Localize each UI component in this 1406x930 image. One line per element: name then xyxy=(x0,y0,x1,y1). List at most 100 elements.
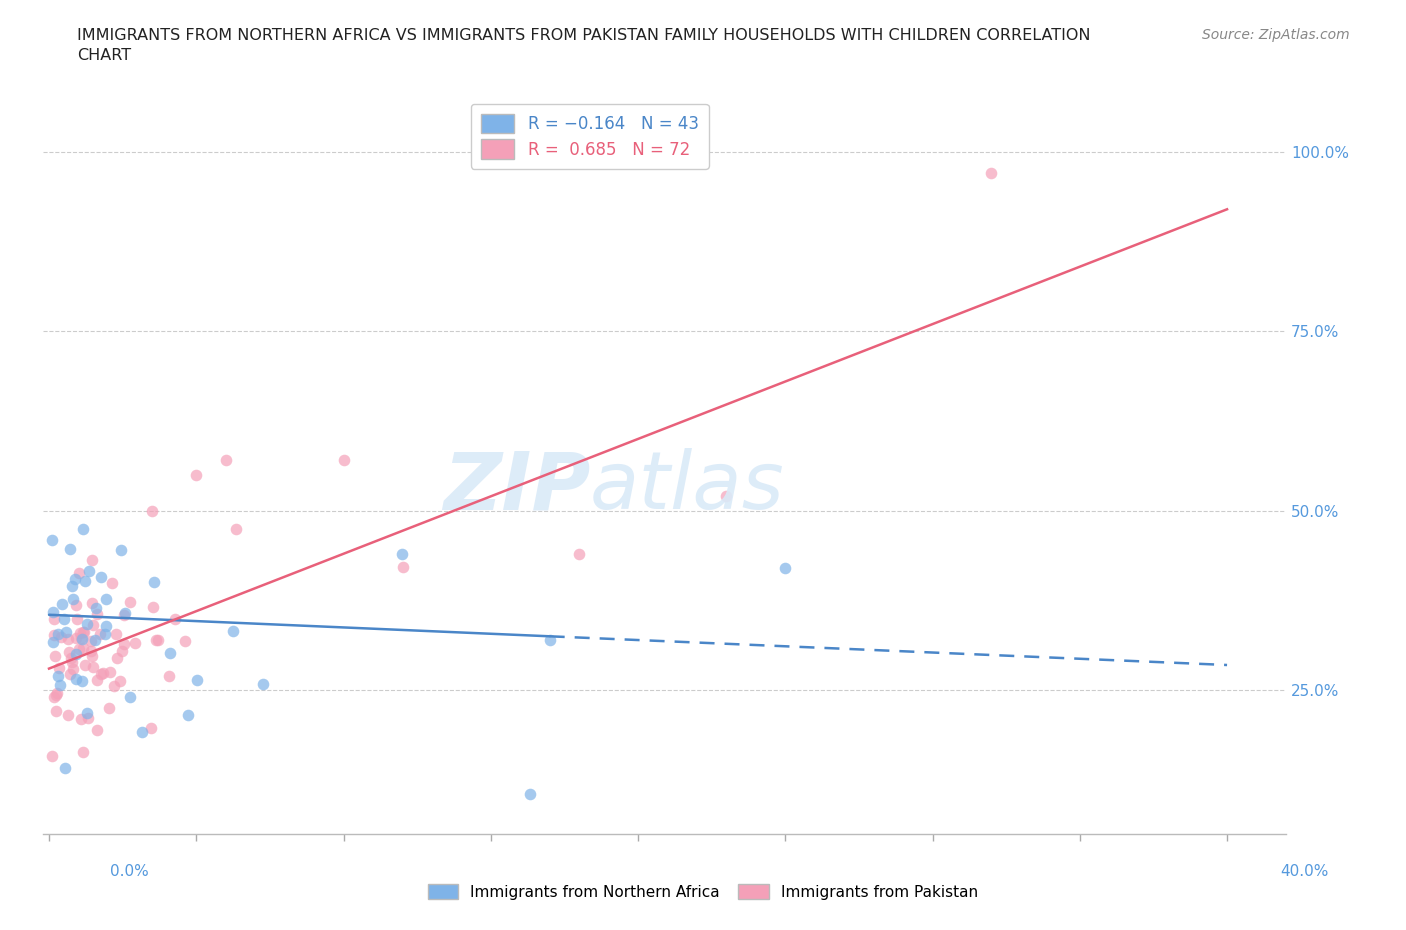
Point xyxy=(94,591,117,606)
Point xyxy=(60,579,83,594)
Point xyxy=(114,605,136,620)
Point xyxy=(69,625,91,640)
Point xyxy=(142,600,165,615)
Point xyxy=(391,546,413,561)
Point xyxy=(42,690,65,705)
Point xyxy=(94,619,117,634)
Point xyxy=(86,672,108,687)
Point xyxy=(73,625,96,640)
Point xyxy=(72,625,94,640)
Point xyxy=(538,632,561,647)
Point xyxy=(44,649,66,664)
Point xyxy=(46,669,69,684)
Point xyxy=(775,561,797,576)
Point xyxy=(89,627,111,642)
Point xyxy=(98,665,121,680)
Point xyxy=(108,673,131,688)
Point xyxy=(72,744,94,759)
Point xyxy=(392,560,415,575)
Point xyxy=(332,453,354,468)
Text: IMMIGRANTS FROM NORTHERN AFRICA VS IMMIGRANTS FROM PAKISTAN FAMILY HOUSEHOLDS WI: IMMIGRANTS FROM NORTHERN AFRICA VS IMMIG… xyxy=(77,28,1091,43)
Point xyxy=(141,721,163,736)
Point xyxy=(67,642,90,657)
Point xyxy=(111,644,134,658)
Point xyxy=(124,635,146,650)
Point xyxy=(41,533,63,548)
Point xyxy=(86,723,108,737)
Point xyxy=(72,673,94,688)
Point xyxy=(82,618,104,632)
Point xyxy=(141,504,163,519)
Point xyxy=(66,611,89,626)
Point xyxy=(41,634,63,649)
Point xyxy=(80,634,103,649)
Text: 0.0%: 0.0% xyxy=(110,864,149,879)
Point xyxy=(131,724,153,739)
Point xyxy=(82,659,104,674)
Point xyxy=(49,677,72,692)
Point xyxy=(90,570,112,585)
Text: ZIP: ZIP xyxy=(443,448,591,526)
Point xyxy=(91,665,114,680)
Point xyxy=(70,632,93,647)
Point xyxy=(44,628,66,643)
Point xyxy=(45,687,67,702)
Point xyxy=(77,564,100,578)
Point xyxy=(46,627,69,642)
Point xyxy=(110,543,132,558)
Point xyxy=(118,689,141,704)
Point xyxy=(55,761,77,776)
Point xyxy=(186,672,208,687)
Point xyxy=(55,625,77,640)
Point xyxy=(225,522,247,537)
Point xyxy=(519,787,541,802)
Point xyxy=(49,630,72,644)
Point xyxy=(90,667,112,682)
Point xyxy=(146,632,169,647)
Point xyxy=(186,468,208,483)
Point xyxy=(42,612,65,627)
Point xyxy=(157,669,180,684)
Point xyxy=(73,658,96,672)
Point xyxy=(45,703,67,718)
Point xyxy=(72,522,94,537)
Point xyxy=(65,631,87,645)
Point xyxy=(80,644,103,658)
Point xyxy=(60,655,83,670)
Point xyxy=(100,576,122,591)
Point xyxy=(48,661,70,676)
Point xyxy=(82,552,104,567)
Point xyxy=(568,546,591,561)
Point xyxy=(76,711,98,725)
Point xyxy=(76,705,98,720)
Point xyxy=(70,712,93,727)
Point xyxy=(58,707,80,722)
Point xyxy=(980,166,1002,180)
Text: atlas: atlas xyxy=(591,448,785,526)
Point xyxy=(118,594,141,609)
Point xyxy=(65,646,87,661)
Point xyxy=(75,573,97,588)
Point xyxy=(222,623,245,638)
Point xyxy=(143,575,166,590)
Point xyxy=(716,489,738,504)
Point xyxy=(80,649,103,664)
Point xyxy=(112,636,135,651)
Point xyxy=(72,641,94,656)
Point xyxy=(215,453,238,468)
Point xyxy=(67,565,90,580)
Point xyxy=(58,631,80,646)
Point xyxy=(105,627,128,642)
Point xyxy=(52,612,75,627)
Point xyxy=(59,650,82,665)
Point xyxy=(112,607,135,622)
Legend: Immigrants from Northern Africa, Immigrants from Pakistan: Immigrants from Northern Africa, Immigra… xyxy=(422,877,984,906)
Point xyxy=(105,651,128,666)
Point xyxy=(41,749,63,764)
Point xyxy=(173,633,195,648)
Point xyxy=(46,686,69,701)
Text: Source: ZipAtlas.com: Source: ZipAtlas.com xyxy=(1202,28,1350,42)
Point xyxy=(86,606,108,621)
Point xyxy=(51,596,73,611)
Point xyxy=(63,571,86,586)
